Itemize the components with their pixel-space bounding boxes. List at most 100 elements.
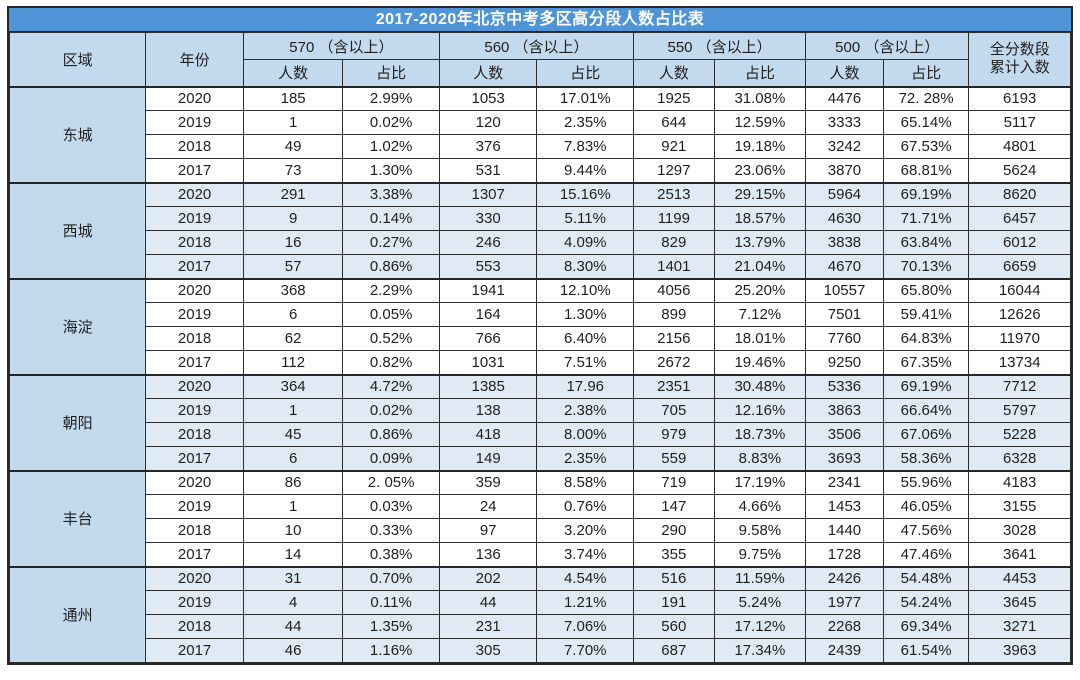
data-cell: 531 (438, 158, 538, 183)
header-total: 全分数段 累计入数 (968, 32, 1071, 87)
data-cell: 18.73% (713, 422, 807, 447)
data-cell: 687 (633, 638, 715, 663)
data-cell: 5797 (968, 398, 1071, 423)
data-cell: 2.99% (342, 85, 440, 111)
data-cell: 12626 (968, 302, 1071, 327)
data-cell: 66.64% (882, 398, 970, 423)
data-cell: 376 (438, 134, 538, 159)
header-total-line2: 累计入数 (989, 59, 1050, 77)
data-cell: 9.75% (713, 542, 807, 567)
data-cell: 147 (633, 494, 715, 519)
header-count-500: 人数 (805, 59, 884, 87)
data-cell: 0.02% (342, 398, 440, 423)
data-cell: 67.35% (882, 350, 970, 375)
data-cell: 5964 (805, 181, 884, 207)
data-cell: 5336 (805, 373, 884, 399)
year-cell: 2019 (145, 110, 244, 135)
data-cell: 202 (438, 565, 538, 591)
data-cell: 4670 (805, 254, 884, 279)
data-cell: 0.14% (342, 206, 440, 231)
table-row: 2017 46 1.16% 305 7.70% 687 17.34% 2439 61.54% 39… (10, 638, 1071, 663)
data-cell: 4476 (805, 85, 884, 111)
data-cell: 829 (633, 230, 715, 255)
year-cell: 2019 (145, 398, 244, 423)
table-row: 2018 62 0.52% 766 6.40% 2156 18.01% 7760 64.83% 1… (10, 326, 1071, 351)
score-table: 区域 年份 570 （含以上） 560 （含以上） 550 （含以上） 500 … (8, 32, 1071, 663)
data-cell: 3271 (968, 614, 1071, 639)
data-cell: 25.20% (713, 277, 807, 303)
year-cell: 2017 (145, 350, 244, 375)
table-row: 2018 10 0.33% 97 3.20% 290 9.58% 1440 47.56% 3028 (10, 518, 1071, 543)
data-cell: 6012 (968, 230, 1071, 255)
data-cell: 18.57% (713, 206, 807, 231)
data-cell: 2672 (633, 350, 715, 375)
header-count-550: 人数 (633, 59, 715, 87)
table-row: 朝阳 2020 364 4.72% 1385 17.96 2351 30.48% 5336 69.… (8, 373, 1071, 471)
data-cell: 246 (438, 230, 538, 255)
data-cell: 8.83% (713, 446, 807, 471)
table-row: 2018 16 0.27% 246 4.09% 829 13.79% 3838 63.84% 60… (10, 230, 1071, 255)
data-cell: 136 (438, 542, 538, 567)
data-cell: 7712 (968, 373, 1071, 399)
table-row: 2017 57 0.86% 553 8.30% 1401 21.04% 4670 70.13% 6… (10, 254, 1071, 279)
data-cell: 1728 (805, 542, 884, 567)
data-cell: 5.11% (536, 206, 635, 231)
data-cell: 6193 (968, 85, 1071, 111)
data-cell: 49 (242, 134, 344, 159)
data-cell: 4453 (968, 565, 1071, 591)
data-cell: 1031 (438, 350, 538, 375)
data-cell: 2426 (805, 565, 884, 591)
data-cell: 17.12% (713, 614, 807, 639)
data-cell: 67.06% (882, 422, 970, 447)
data-cell: 69.34% (882, 614, 970, 639)
data-cell: 2341 (805, 469, 884, 495)
data-cell: 7.83% (536, 134, 635, 159)
data-cell: 3863 (805, 398, 884, 423)
data-cell: 3693 (805, 446, 884, 471)
data-cell: 1 (242, 494, 344, 519)
header-ratio-560: 占比 (536, 59, 635, 87)
data-cell: 2.35% (536, 446, 635, 471)
data-cell: 2268 (805, 614, 884, 639)
year-cell: 2017 (145, 542, 244, 567)
year-cell: 2017 (145, 158, 244, 183)
data-cell: 4801 (968, 134, 1071, 159)
data-cell: 516 (633, 565, 715, 591)
data-cell: 0.86% (342, 422, 440, 447)
data-cell: 2439 (805, 638, 884, 663)
data-cell: 59.41% (882, 302, 970, 327)
year-cell: 2018 (145, 134, 244, 159)
data-cell: 6 (242, 302, 344, 327)
year-cell: 2018 (145, 230, 244, 255)
data-cell: 17.01% (536, 85, 635, 111)
data-cell: 185 (242, 85, 344, 111)
data-cell: 86 (242, 469, 344, 495)
table-header: 区域 年份 570 （含以上） 560 （含以上） 550 （含以上） 500 … (8, 32, 1071, 87)
data-cell: 1.30% (536, 302, 635, 327)
header-band-500: 500 （含以上） (805, 32, 970, 60)
data-cell: 1941 (438, 277, 538, 303)
header-ratio-570: 占比 (342, 59, 440, 87)
data-cell: 8.30% (536, 254, 635, 279)
data-cell: 330 (438, 206, 538, 231)
data-cell: 1977 (805, 590, 884, 615)
data-cell: 359 (438, 469, 538, 495)
data-cell: 3641 (968, 542, 1071, 567)
data-cell: 9250 (805, 350, 884, 375)
data-cell: 19.18% (713, 134, 807, 159)
data-cell: 0.03% (342, 494, 440, 519)
data-cell: 4.66% (713, 494, 807, 519)
data-cell: 54.24% (882, 590, 970, 615)
district-cell: 东城 (8, 85, 147, 183)
table-row: 2019 1 0.03% 24 0.76% 147 4.66% 1453 46.05% 3155 (10, 494, 1071, 519)
data-cell: 21.04% (713, 254, 807, 279)
data-cell: 305 (438, 638, 538, 663)
table-row: 东城 2020 185 2.99% 1053 17.01% 1925 31.08% 4476 72… (8, 85, 1071, 183)
year-cell: 2017 (145, 446, 244, 471)
data-cell: 29.15% (713, 181, 807, 207)
data-cell: 47.46% (882, 542, 970, 567)
data-cell: 3.74% (536, 542, 635, 567)
data-cell: 3333 (805, 110, 884, 135)
data-cell: 7.51% (536, 350, 635, 375)
header-region: 区域 (8, 32, 147, 87)
